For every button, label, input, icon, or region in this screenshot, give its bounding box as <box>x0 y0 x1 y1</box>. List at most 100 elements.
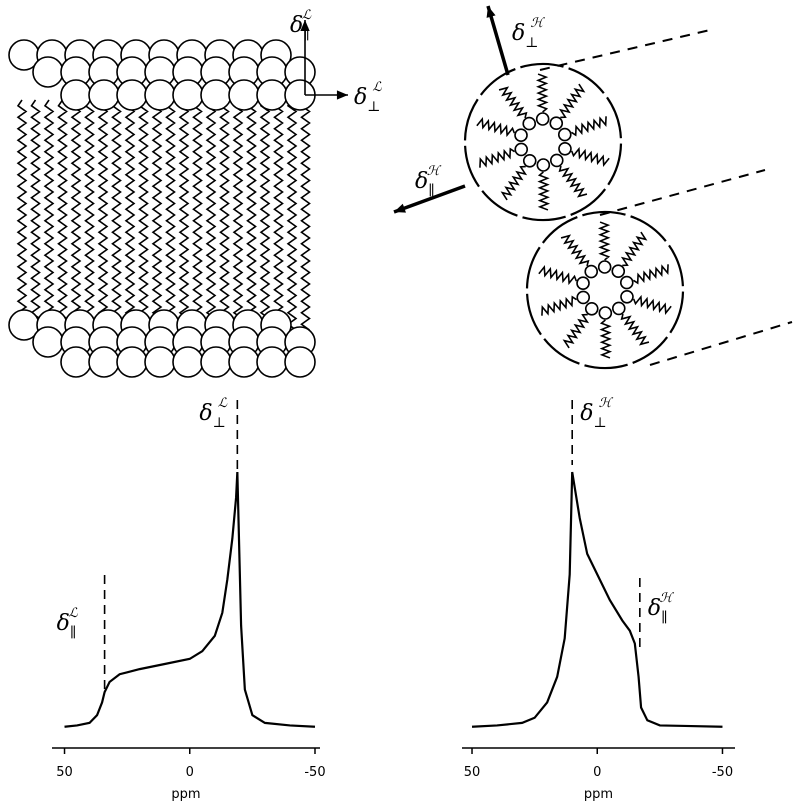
symbol-sup: ℒ <box>302 8 312 23</box>
symbol-sup: ℒ <box>218 396 228 411</box>
arrow-head <box>394 203 406 213</box>
lipid-head <box>116 346 148 378</box>
lipid-tail <box>138 99 149 331</box>
micelle-arc <box>606 96 623 139</box>
symbol-base: δ <box>290 13 303 38</box>
lipid-head <box>584 264 599 279</box>
micelle-arc <box>463 98 479 141</box>
lipid-tail <box>599 319 613 359</box>
lipid-tail <box>570 116 607 137</box>
lipid-head <box>256 346 288 378</box>
lipid-head <box>514 128 528 143</box>
lipid-head <box>611 301 626 316</box>
symbol-label: δ⊥ ℋ <box>512 16 545 51</box>
symbol-label: δ∥ ℒ <box>57 606 79 641</box>
symbol-sub: ⊥ <box>525 35 538 51</box>
arrow-head <box>300 20 310 32</box>
symbol-base: δ <box>354 85 367 110</box>
lipid-head <box>557 127 572 142</box>
lipid-tail <box>498 86 528 119</box>
guide-dash <box>599 169 766 216</box>
lipid-head <box>88 346 120 378</box>
lipid-tail <box>558 83 586 119</box>
symbol-sub: ⊥ <box>593 415 606 431</box>
lipid-tail <box>476 116 516 138</box>
lipid-head <box>228 79 260 111</box>
lipid-tail <box>286 99 298 331</box>
lipid-tail <box>632 294 672 316</box>
micelle-arc <box>582 210 626 217</box>
lipid-head <box>284 346 316 378</box>
micelle-arc <box>541 216 578 244</box>
lipid-tail <box>500 165 528 201</box>
micelle-arc <box>543 338 580 365</box>
lipid-tail <box>84 99 95 331</box>
lipid-head <box>116 79 148 111</box>
micelle-arc <box>668 244 685 287</box>
symbol-sup: ℋ <box>660 591 675 606</box>
micelle-arc <box>584 363 628 370</box>
micelle-arc <box>520 62 564 69</box>
lipid-head <box>144 346 176 378</box>
symbol-label: δ⊥ ℒ <box>199 396 227 431</box>
x-tick-label: 50 <box>464 765 481 780</box>
micelle-arc <box>607 143 623 186</box>
arrow-head <box>486 6 496 18</box>
symbol-label: δ⊥ ℋ <box>580 396 613 431</box>
symbol-sup: ℋ <box>530 16 545 31</box>
lipid-head <box>228 346 260 378</box>
arrow-head <box>336 90 348 100</box>
symbol-sub: ∥ <box>428 183 434 199</box>
lipid-head <box>549 116 564 131</box>
lipid-head <box>549 153 564 168</box>
x-axis-label: ppm <box>171 787 200 802</box>
lipid-tail <box>205 99 217 331</box>
lipid-tail <box>558 165 588 198</box>
symbol-base: δ <box>648 596 661 621</box>
lipid-head <box>522 116 537 131</box>
micelle-arc <box>479 68 516 96</box>
x-tick-label: -50 <box>712 765 733 780</box>
guide-dash <box>649 321 793 366</box>
lipid-head <box>256 79 288 111</box>
lipid-tail <box>70 99 82 331</box>
symbol-base: δ <box>57 611 70 636</box>
lipid-head <box>619 275 634 290</box>
lipid-head <box>522 153 537 168</box>
lipid-head <box>32 56 64 88</box>
micelle-arc <box>568 67 605 94</box>
symbol-sub: ∥ <box>661 610 667 626</box>
x-tick-label: -50 <box>304 765 325 780</box>
lipid-head <box>535 112 550 126</box>
arrow-shaft <box>486 5 510 76</box>
lipid-tail <box>479 147 516 168</box>
symbol-label: δ∥ ℋ <box>415 164 442 199</box>
lipid-tail <box>300 99 311 331</box>
lipid-head <box>60 79 92 111</box>
lipid-tail <box>151 99 163 331</box>
guide-dash <box>539 29 711 71</box>
lipid-head <box>172 79 204 111</box>
arrow-shaft <box>393 184 466 214</box>
lipid-head <box>514 142 529 157</box>
lipid-head <box>620 289 634 304</box>
lipid-head <box>200 79 232 111</box>
lipid-tail <box>16 99 28 331</box>
x-axis-label: ppm <box>584 787 613 802</box>
micelle-arc <box>463 145 480 188</box>
lipid-head <box>144 79 176 111</box>
lipid-head <box>576 276 590 291</box>
lipid-head <box>576 290 591 305</box>
symbol-base: δ <box>415 169 428 194</box>
lipid-tail <box>124 99 136 331</box>
lipid-tail <box>273 99 284 331</box>
spectrum-line <box>471 471 723 728</box>
lipid-tail <box>620 313 650 346</box>
lipid-head <box>584 301 599 316</box>
lipid-tail <box>30 99 41 331</box>
symbol-sub: ∥ <box>70 625 76 641</box>
symbol-sup: ℋ <box>427 164 442 179</box>
lipid-tail <box>537 171 551 211</box>
lipid-tail <box>165 99 176 331</box>
micelle-arc <box>525 293 542 336</box>
